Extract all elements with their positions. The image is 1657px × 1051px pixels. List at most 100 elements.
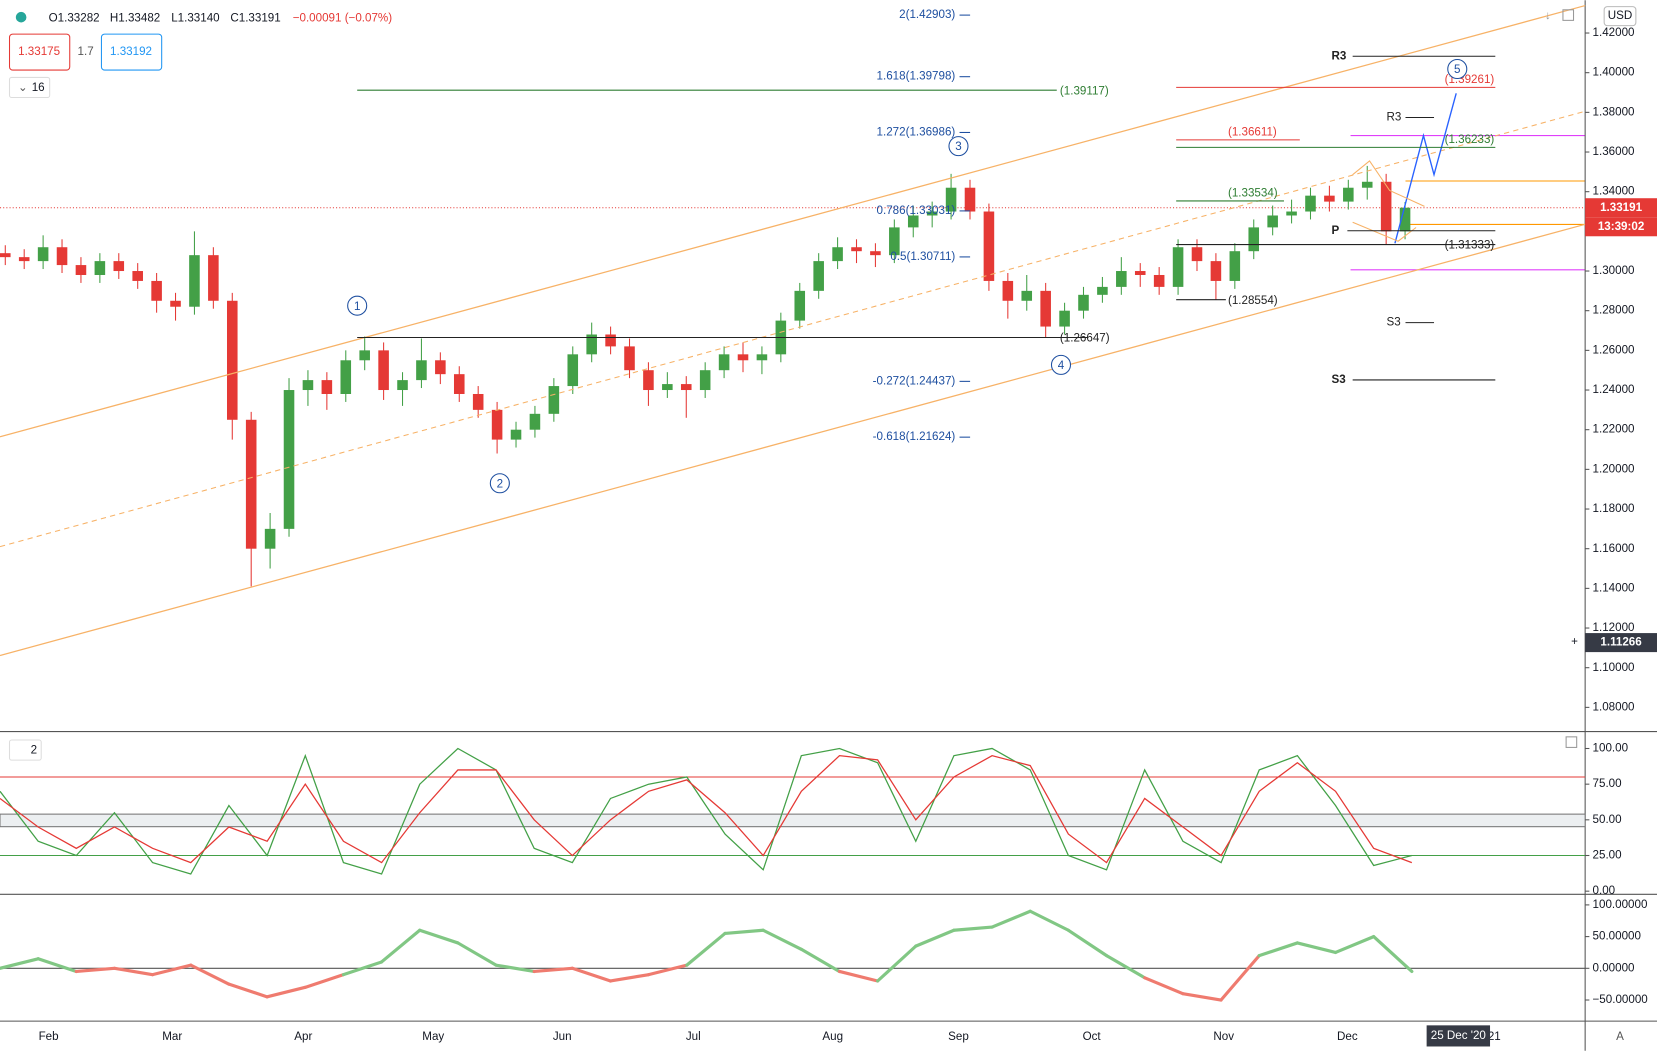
icon-down[interactable]: ↓ [1545, 9, 1551, 22]
candle-body [56, 247, 68, 266]
candle-body [889, 227, 900, 256]
y-tick-label: 100.00000 [1593, 898, 1648, 911]
momentum-segment [151, 963, 193, 977]
sell-button[interactable] [8, 33, 71, 71]
y-tick-label: 75.00 [1593, 777, 1622, 790]
candle-body [1116, 271, 1127, 287]
momentum-segment [1372, 935, 1414, 974]
momentum-segment [1257, 941, 1299, 958]
ohlc-change: −0.00091 (−0.07%) [293, 11, 393, 24]
toolbar: O1.33282 H1.33482 L1.33140 C1.33191 −0.0… [8, 11, 393, 761]
candle-body [208, 255, 219, 301]
level-label: (1.36233) [1445, 133, 1495, 146]
candle-body [1267, 215, 1278, 228]
plot [0, 135, 1586, 587]
countdown-box [1585, 217, 1657, 237]
pivot-label: S3 [1332, 373, 1347, 386]
fib-label: 2(1.42903) [899, 8, 955, 21]
candle-body [0, 253, 11, 258]
momentum-segment [990, 909, 1032, 929]
momentum-segment [494, 963, 536, 974]
candle-body [18, 257, 30, 262]
x-tick-label: Jun [553, 1030, 572, 1043]
ohlc-close: C1.33191 [230, 11, 280, 24]
fib-label: 1.618(1.39798) [877, 70, 956, 83]
candle-body [624, 346, 635, 371]
currency: USD [1608, 9, 1633, 22]
pivot-label: R3 [1332, 49, 1347, 62]
candle-body [1134, 271, 1146, 275]
currency-box[interactable] [1603, 6, 1637, 27]
wave-label: 3 [955, 140, 961, 153]
momentum-segment [1104, 954, 1147, 980]
fib-label: 0.5(1.30711) [890, 250, 955, 263]
momentum-segment [1181, 992, 1223, 1002]
icon-fullscreen[interactable] [1565, 736, 1578, 748]
bid-price[interactable]: 1.33175 [18, 45, 60, 58]
level-label: (1.39117) [1060, 84, 1109, 97]
pivot-label: R3 [1386, 111, 1401, 124]
candle-body [491, 409, 503, 440]
icon-fullscreen[interactable] [1562, 9, 1575, 21]
candle-body [264, 528, 276, 549]
candle-body [1059, 310, 1070, 327]
candle-body [548, 386, 560, 414]
candle-body [567, 354, 579, 387]
level-label: (1.31333) [1445, 239, 1495, 252]
candle-body [75, 265, 87, 275]
momentum-segment [837, 969, 880, 983]
candle-body [1324, 195, 1335, 202]
y-tick-label: 1.30000 [1593, 264, 1635, 277]
momentum-segment [265, 985, 307, 999]
candle-body [680, 384, 692, 391]
indicator-toggle[interactable] [8, 76, 51, 99]
y-tick-label: 1.42000 [1593, 26, 1635, 39]
last-price-box [1585, 198, 1657, 218]
momentum-segment [1066, 928, 1109, 958]
momentum-segment [74, 966, 117, 974]
ohlc-high: H1.33482 [110, 11, 160, 24]
candle-body [359, 350, 370, 361]
date-tag-label: 25 Dec '20 [1431, 1029, 1486, 1042]
chevron: ⌄ [18, 81, 28, 94]
wave-label: 5 [1454, 63, 1460, 76]
momentum-segment [418, 928, 460, 945]
triangle [1352, 221, 1417, 242]
x-tick-label: Aug [822, 1030, 843, 1043]
y-tick-label: 1.26000 [1593, 343, 1635, 356]
crosshair-icon: + [1571, 635, 1578, 648]
candle-body [1191, 247, 1203, 262]
stoch-line [0, 754, 1413, 864]
buy-button[interactable] [100, 33, 163, 71]
indicator-count[interactable]: 16 [32, 81, 45, 94]
candle-body [926, 211, 938, 216]
candle-body [870, 251, 881, 256]
candle-body [1040, 290, 1051, 327]
pivot-label: P [1332, 224, 1340, 237]
candle-body [794, 290, 806, 321]
level-label: (1.26647) [1060, 332, 1110, 345]
stoch-line [0, 747, 1412, 875]
candle-body [1380, 181, 1392, 232]
momentum-segment [456, 941, 498, 967]
wave-marker [948, 136, 969, 157]
x-tick-label: Feb [39, 1030, 59, 1043]
momentum-segment [0, 957, 40, 970]
spread: 1.7 [78, 45, 94, 58]
momentum-segment [876, 944, 918, 983]
candle-body [1078, 294, 1089, 311]
y-tick-label: 50.00000 [1593, 930, 1641, 943]
x-tick-label: Apr [294, 1030, 312, 1043]
momentum-segment [799, 947, 842, 974]
candle-body [1399, 207, 1411, 232]
indicator-count[interactable]: 2 [31, 744, 37, 757]
auto-scale[interactable]: A [1616, 1030, 1624, 1043]
indicator-toggle[interactable] [8, 739, 42, 761]
candle-body [1153, 274, 1165, 287]
countdown: 13:39:02 [1598, 220, 1644, 233]
y-tick-label: 1.08000 [1593, 700, 1635, 713]
momentum-segment [1333, 935, 1376, 955]
ask-price[interactable]: 1.33192 [110, 45, 152, 58]
